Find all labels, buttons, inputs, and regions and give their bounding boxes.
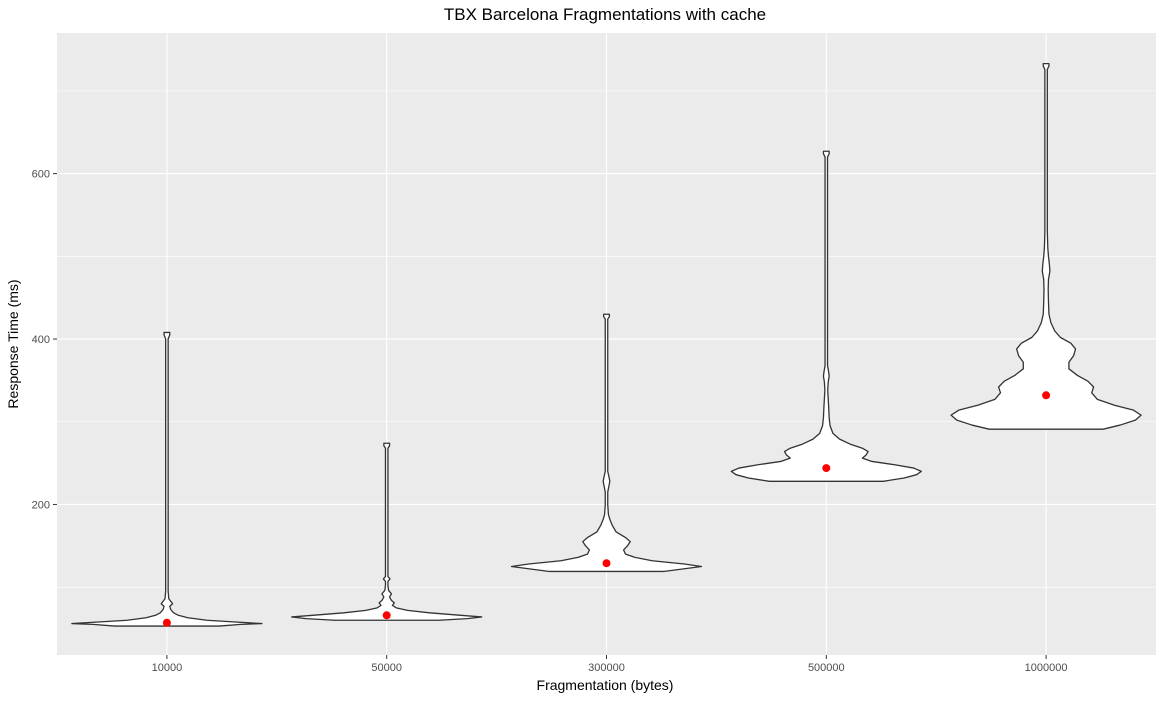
mean-point-500000 [822,464,831,473]
violin-500000 [730,150,922,482]
x-tick-label: 500000 [808,662,845,674]
x-axis-title: Fragmentation (bytes) [537,677,674,693]
mean-point-50000 [382,611,391,620]
mean-points [162,391,1051,627]
x-tick-label: 10000 [152,662,183,674]
y-tick-label: 200 [32,499,50,511]
mean-point-1000000 [1042,391,1051,400]
x-axis: 10000 50000 300000 500000 1000000 [152,655,1068,674]
violin-1000000 [950,62,1142,430]
x-tick-label: 1000000 [1025,662,1068,674]
mean-point-300000 [602,559,611,568]
violin-10000 [71,331,263,627]
y-axis: 200 400 600 [32,169,57,511]
mean-point-10000 [162,618,171,627]
violin-50000 [291,442,483,621]
y-axis-title: Response Time (ms) [5,279,21,408]
y-tick-label: 400 [32,334,50,346]
violin-300000 [510,313,703,573]
violin-group [71,62,1142,627]
chart-title: TBX Barcelona Fragmentations with cache [444,5,766,24]
x-tick-label: 300000 [588,662,625,674]
x-tick-label: 50000 [371,662,402,674]
y-tick-label: 600 [32,169,50,181]
